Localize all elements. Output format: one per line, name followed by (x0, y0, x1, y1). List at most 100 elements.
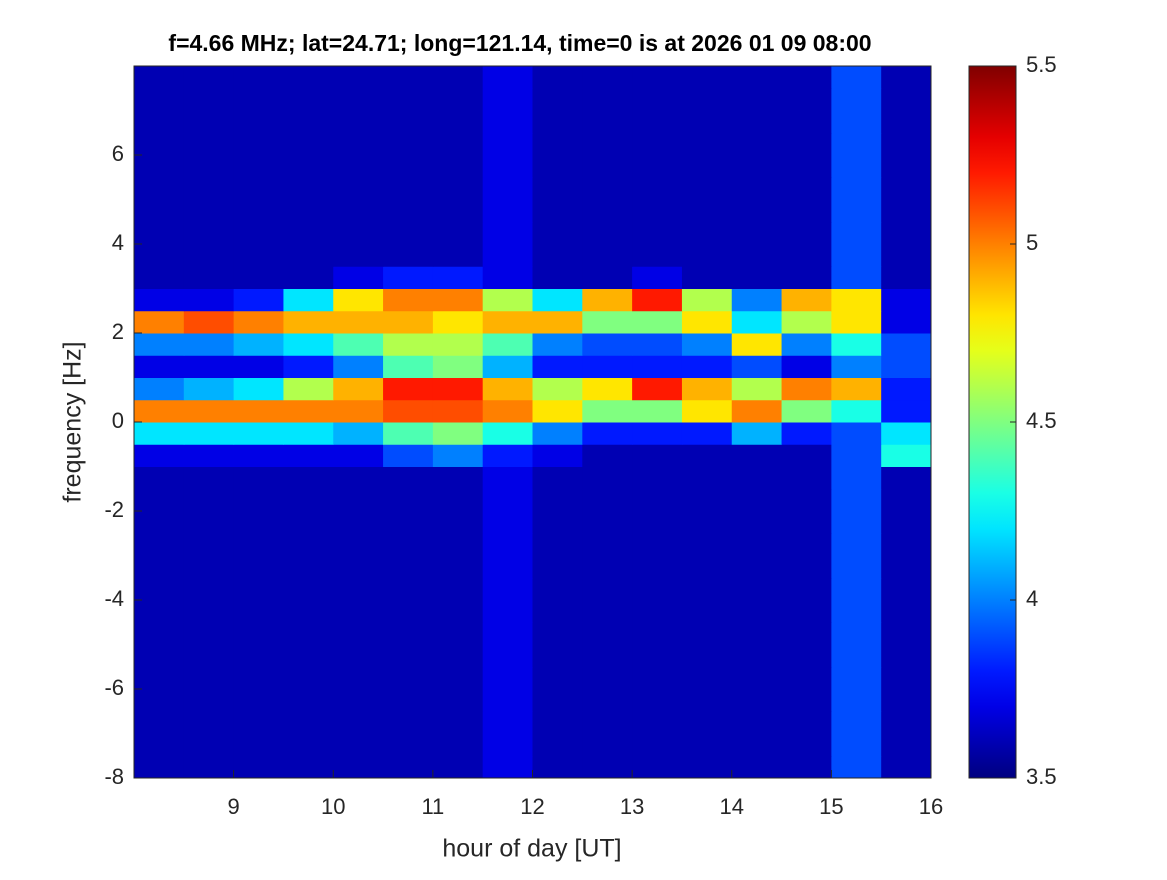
heatmap-cell (432, 199, 484, 223)
heatmap-cell (831, 755, 882, 779)
heatmap-cell (881, 622, 932, 645)
heatmap-cell (233, 644, 284, 668)
heatmap-cell (632, 600, 683, 623)
heatmap-cell (582, 310, 633, 334)
heatmap-cell (781, 488, 832, 512)
heatmap-cell (183, 355, 235, 378)
heatmap-cell (482, 199, 533, 223)
heatmap-cell (183, 577, 235, 601)
heatmap-cell (731, 177, 783, 200)
heatmap-cell (233, 110, 284, 134)
heatmap-cell (134, 110, 185, 134)
heatmap-cell (582, 333, 633, 356)
heatmap-cell (881, 110, 932, 134)
x-axis-label: hour of day [UT] (442, 835, 621, 863)
y-tick-label: 6 (112, 141, 124, 166)
heatmap-cell (632, 733, 683, 757)
heatmap-cell (582, 88, 633, 111)
heatmap-cell (233, 689, 284, 712)
heatmap-cell (432, 733, 484, 757)
heatmap-cell (134, 488, 185, 512)
heatmap-cell (681, 244, 733, 267)
heatmap-cell (233, 755, 284, 779)
heatmap-cell (333, 155, 384, 178)
heatmap-cell (233, 333, 284, 356)
heatmap-cell (831, 733, 882, 757)
heatmap-cell (681, 711, 733, 734)
heatmap-cell (383, 666, 434, 690)
heatmap-cell (831, 666, 882, 690)
heatmap-cell (632, 422, 683, 445)
heatmap-cell (582, 733, 633, 757)
heatmap-cell (881, 422, 932, 445)
heatmap-cell (632, 110, 683, 134)
heatmap-cell (881, 511, 932, 534)
heatmap-cell (731, 66, 783, 89)
heatmap-cell (881, 355, 932, 378)
heatmap-cell (831, 88, 882, 111)
heatmap-cell (283, 310, 334, 334)
x-tick-label: 12 (520, 794, 544, 819)
heatmap-cell (781, 755, 832, 779)
heatmap-cell (482, 555, 533, 579)
heatmap-cell (233, 132, 284, 156)
heatmap-cell (532, 221, 583, 245)
heatmap-cell (383, 155, 434, 178)
heatmap-cell (333, 555, 384, 579)
heatmap-cell (383, 355, 434, 378)
heatmap-cell (134, 88, 185, 111)
heatmap-cell (134, 155, 185, 178)
heatmap-cell (482, 422, 533, 445)
heatmap-cell (432, 88, 484, 111)
heatmap-cell (183, 444, 235, 467)
heatmap-cell (632, 466, 683, 490)
heatmap-cell (582, 511, 633, 534)
heatmap-cell (681, 132, 733, 156)
heatmap-cell (283, 600, 334, 623)
heatmap-cell (333, 444, 384, 467)
heatmap-cell (681, 310, 733, 334)
heatmap-cell (482, 444, 533, 467)
heatmap-cell (831, 177, 882, 200)
heatmap-cell (681, 199, 733, 223)
heatmap-cell (283, 66, 334, 89)
heatmap-cell (233, 622, 284, 645)
heatmap-cell (582, 533, 633, 556)
x-tick-label: 9 (228, 794, 240, 819)
x-tick-label: 11 (421, 794, 444, 819)
heatmap-cell (831, 399, 882, 423)
heatmap-cell (233, 511, 284, 534)
heatmap-cell (183, 644, 235, 668)
heatmap-cell (432, 155, 484, 178)
heatmap-cell (432, 488, 484, 512)
heatmap-cell (781, 511, 832, 534)
heatmap-cell (582, 399, 633, 423)
heatmap-cell (233, 488, 284, 512)
heatmap-cell (632, 555, 683, 579)
heatmap-cell (333, 355, 384, 378)
heatmap-cell (781, 88, 832, 111)
heatmap-cell (532, 399, 583, 423)
heatmap-cell (183, 199, 235, 223)
heatmap-cell (582, 288, 633, 312)
heatmap-cell (482, 377, 533, 401)
heatmap-cell (233, 355, 284, 378)
heatmap-cell (532, 600, 583, 623)
heatmap-cell (383, 177, 434, 200)
heatmap-cell (532, 422, 583, 445)
heatmap-cell (532, 66, 583, 89)
x-tick-label: 13 (620, 794, 644, 819)
heatmap-cell (632, 755, 683, 779)
heatmap-cell (432, 377, 484, 401)
heatmap-cell (681, 266, 733, 289)
heatmap-cell (283, 132, 334, 156)
heatmap-cell (681, 177, 733, 200)
heatmap-cell (831, 333, 882, 356)
heatmap-cell (781, 422, 832, 445)
x-tick-label: 15 (819, 794, 843, 819)
heatmap-cell (781, 444, 832, 467)
heatmap-cell (333, 666, 384, 690)
heatmap-cell (731, 422, 783, 445)
heatmap-cell (333, 333, 384, 356)
heatmap-cell (731, 466, 783, 490)
